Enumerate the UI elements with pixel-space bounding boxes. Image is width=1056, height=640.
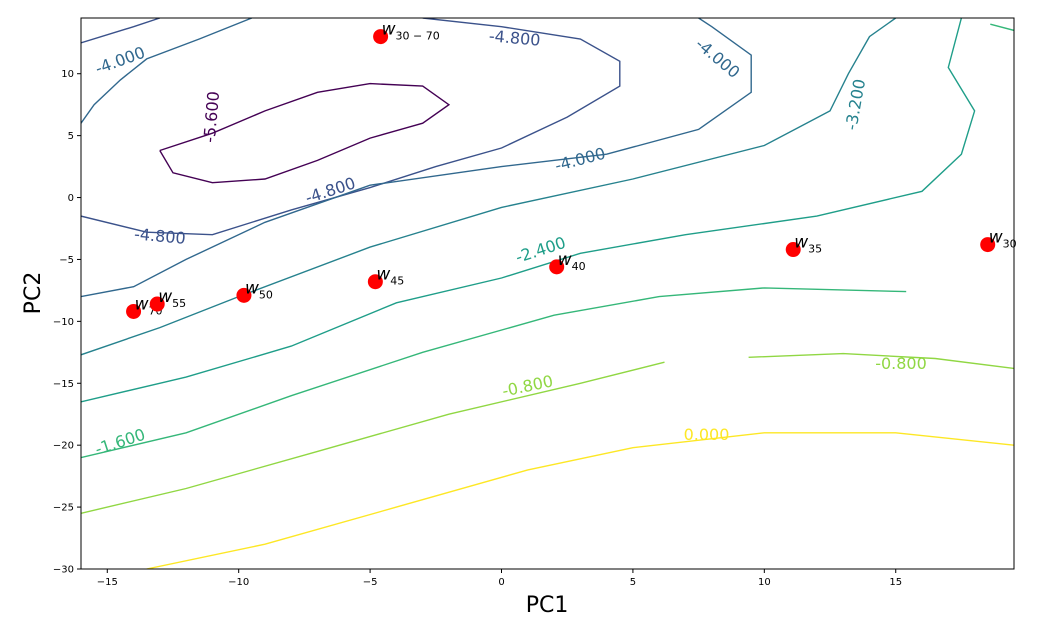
x-tick-label: 10 — [758, 577, 771, 588]
x-tick-label: −5 — [363, 577, 378, 588]
contour-line-7-0 — [146, 432, 1014, 569]
contour-line-2-0 — [81, 18, 752, 298]
contour-level-label: -5.600 — [200, 90, 223, 143]
contour-line-1-1 — [81, 18, 161, 44]
contour-line-2-1 — [81, 18, 253, 124]
y-tick-label: −25 — [53, 503, 74, 514]
x-tick-label: −15 — [97, 577, 118, 588]
contour-line-1-0 — [81, 18, 621, 236]
weight-point-marker — [373, 29, 389, 45]
y-axis-ticks: −30 −25 −20 −15 −10 −5 0 5 10 — [53, 69, 81, 576]
y-tick-label: 10 — [61, 69, 74, 80]
weight-point-marker — [785, 242, 801, 258]
weight-point-marker — [126, 303, 142, 319]
x-tick-label: 5 — [630, 577, 636, 588]
contour-line-5-1 — [990, 23, 1014, 32]
weight-point-marker — [549, 259, 565, 275]
contour-level-label: 0.000 — [684, 425, 730, 444]
y-tick-label: −5 — [59, 255, 74, 266]
x-tick-label: −10 — [228, 577, 249, 588]
y-tick-label: −15 — [53, 379, 74, 390]
contour-line-4-0 — [81, 18, 976, 403]
contour-line-0-0 — [159, 82, 451, 184]
y-axis-label: PC2 — [21, 272, 46, 315]
x-axis-ticks: −15 −10 −5 0 5 10 15 — [97, 569, 902, 588]
weight-point-marker — [980, 237, 996, 253]
plot-frame — [80, 17, 1015, 570]
contour-level-label: -4.800 — [133, 224, 186, 247]
contour-line-3-0 — [81, 18, 897, 356]
y-tick-label: −10 — [53, 317, 74, 328]
contour-lines — [81, 18, 1014, 569]
contour-line-6-0 — [81, 361, 665, 514]
x-axis-label: PC1 — [526, 593, 569, 618]
weight-point-marker — [367, 274, 383, 290]
contour-level-label: -0.800 — [875, 354, 927, 373]
plot-area — [81, 18, 1014, 569]
weight-point-marker — [236, 287, 252, 303]
x-tick-label: 0 — [498, 577, 504, 588]
y-tick-label: 5 — [68, 131, 74, 142]
contour-line-5-0 — [81, 287, 907, 459]
x-tick-label: 15 — [889, 577, 902, 588]
y-tick-label: −20 — [53, 441, 74, 452]
weight-point-marker — [149, 296, 165, 312]
contour-level-label: -4.800 — [488, 26, 541, 49]
contour-line-6-1 — [748, 352, 1014, 370]
y-tick-label: 0 — [68, 193, 74, 204]
y-tick-label: −30 — [53, 565, 74, 576]
